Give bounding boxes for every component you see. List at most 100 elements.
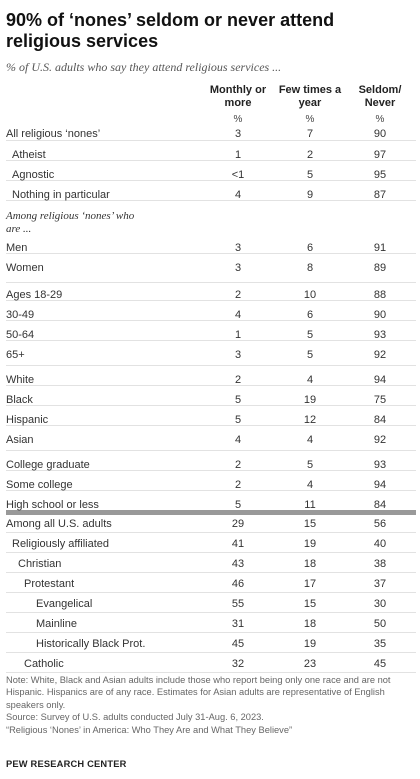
row-divider <box>6 532 416 533</box>
row-label: Evangelical <box>36 598 93 610</box>
table-row: 65+ 3 5 92 <box>0 347 420 363</box>
row-label: 50-64 <box>6 329 35 341</box>
table-cell: 93 <box>373 329 387 341</box>
table-row: Asian 4 4 92 <box>0 432 420 448</box>
table-cell: 10 <box>303 289 317 301</box>
table-cell: 4 <box>306 434 314 446</box>
row-label: College graduate <box>6 459 90 471</box>
table-row: Women 3 8 89 <box>0 260 420 276</box>
table-cell: 5 <box>306 329 314 341</box>
row-divider <box>6 552 416 553</box>
table-cell: 87 <box>373 189 387 201</box>
table-cell: 6 <box>306 309 314 321</box>
table-cell: 7 <box>306 128 314 140</box>
row-divider <box>6 180 416 181</box>
row-label: Agnostic <box>12 169 55 181</box>
row-label: Among all U.S. adults <box>6 518 112 530</box>
table-cell: 3 <box>234 349 242 361</box>
column-unit-monthly: % <box>233 114 243 125</box>
table-row: Ages 18-29 2 10 88 <box>0 287 420 303</box>
row-divider <box>6 320 416 321</box>
table-cell: 4 <box>306 374 314 386</box>
row-label: Catholic <box>24 658 64 670</box>
table-row: 50-64 1 5 93 <box>0 327 420 343</box>
row-label: Nothing in particular <box>12 189 110 201</box>
row-label: Ages 18-29 <box>6 289 63 301</box>
table-cell: 9 <box>306 189 314 201</box>
section-divider <box>6 510 416 515</box>
row-divider <box>6 490 416 491</box>
table-cell: 30 <box>373 598 387 610</box>
row-divider <box>6 160 416 161</box>
table-cell: 6 <box>306 242 314 254</box>
row-label: White <box>6 374 35 386</box>
row-divider <box>6 672 416 673</box>
column-header-seldom: Seldom/ Never <box>358 84 402 109</box>
table-cell: 88 <box>373 289 387 301</box>
row-divider <box>6 612 416 613</box>
table-cell: 1 <box>234 149 242 161</box>
table-cell: 3 <box>234 128 242 140</box>
credit-logo-text: PEW RESEARCH CENTER <box>6 759 127 769</box>
table-cell: 12 <box>303 414 317 426</box>
table-row: Atheist 1 2 97 <box>0 147 420 163</box>
row-divider <box>6 470 416 471</box>
table-cell: 3 <box>234 242 242 254</box>
table-cell: <1 <box>231 169 245 181</box>
table-row: Mainline 31 18 50 <box>0 616 420 632</box>
table-cell: 92 <box>373 434 387 446</box>
table-row: Nothing in particular 4 9 87 <box>0 187 420 203</box>
row-divider <box>6 282 416 283</box>
table-cell: 29 <box>231 518 245 530</box>
table-row: 30-49 4 6 90 <box>0 307 420 323</box>
table-cell: 90 <box>373 309 387 321</box>
table-cell: 15 <box>303 598 317 610</box>
note-text: Note: White, Black and Asian adults incl… <box>6 675 391 710</box>
row-label: All religious ‘nones’ <box>6 128 101 140</box>
table-cell: 55 <box>231 598 245 610</box>
row-label: Protestant <box>24 578 75 590</box>
table-cell: 35 <box>373 638 387 650</box>
table-cell: 75 <box>373 394 387 406</box>
row-label: Women <box>6 262 44 274</box>
table-row: Men 3 6 91 <box>0 240 420 256</box>
table-cell: 8 <box>306 262 314 274</box>
table-row: High school or less 5 11 84 <box>0 497 420 513</box>
row-label: Mainline <box>36 618 77 630</box>
table-cell: 2 <box>234 289 242 301</box>
group-label: Among religious ‘nones’ who are ... <box>6 210 135 235</box>
row-divider <box>6 140 416 141</box>
row-label: Christian <box>18 558 62 570</box>
row-divider <box>6 385 416 386</box>
table-cell: 4 <box>234 189 242 201</box>
table-cell: 5 <box>306 459 314 471</box>
row-label: High school or less <box>6 499 99 511</box>
table-cell: 93 <box>373 459 387 471</box>
row-label: Some college <box>6 479 73 491</box>
table-cell: 17 <box>303 578 317 590</box>
table-cell: 43 <box>231 558 245 570</box>
source-text: Source: Survey of U.S. adults conducted … <box>6 712 264 723</box>
row-divider <box>6 340 416 341</box>
table-cell: 5 <box>306 169 314 181</box>
column-unit-seldom: % <box>375 114 385 125</box>
table-cell: 90 <box>373 128 387 140</box>
row-label: Historically Black Prot. <box>36 638 146 650</box>
table-cell: 2 <box>234 374 242 386</box>
table-cell: 11 <box>304 499 316 511</box>
column-header-monthly: Monthly or more <box>209 84 267 109</box>
chart-title: 90% of ‘nones’ seldom or never attend re… <box>6 10 335 51</box>
row-label: 65+ <box>6 349 25 361</box>
table-cell: 32 <box>231 658 245 670</box>
table-cell: 4 <box>234 309 242 321</box>
row-divider <box>6 253 416 254</box>
table-cell: 45 <box>231 638 245 650</box>
table-cell: 4 <box>306 479 314 491</box>
row-divider <box>6 200 416 201</box>
table-row: Agnostic <1 5 95 <box>0 167 420 183</box>
row-label: Religiously affiliated <box>12 538 110 550</box>
table-row: Among all U.S. adults 29 15 56 <box>0 516 420 532</box>
table-row: Hispanic 5 12 84 <box>0 412 420 428</box>
column-header-few-times: Few times a year <box>278 84 342 109</box>
table-cell: 5 <box>234 499 242 511</box>
